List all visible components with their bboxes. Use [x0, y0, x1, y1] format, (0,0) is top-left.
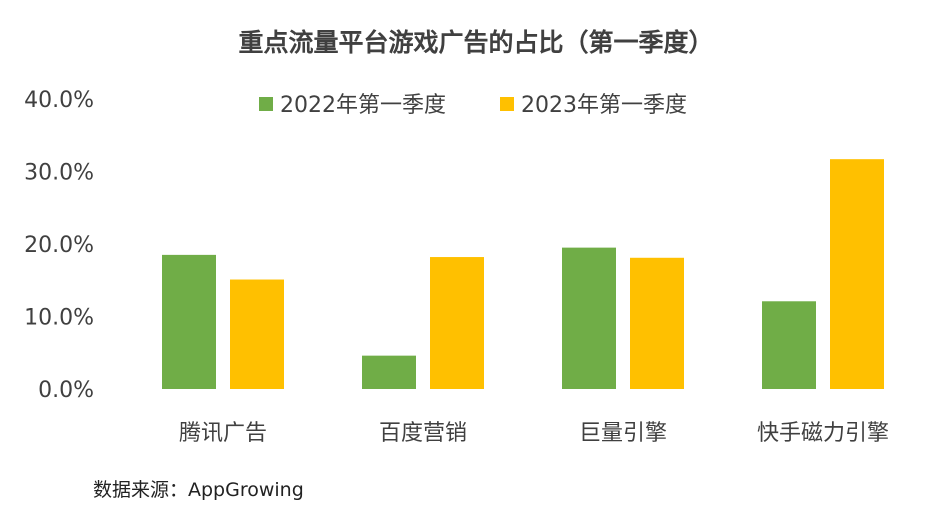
y-tick-label: 30.0%: [24, 161, 94, 186]
source-note: 数据来源：AppGrowing: [93, 479, 304, 501]
category-label: 巨量引擎: [579, 421, 667, 446]
bar-2022: [162, 254, 216, 389]
legend: 2022年第一季度 2023年第一季度: [259, 93, 687, 118]
y-tick-label: 20.0%: [24, 233, 94, 258]
bar-2023: [630, 257, 684, 389]
legend-label: 2023年第一季度: [521, 93, 687, 118]
y-tick-label: 40.0%: [24, 88, 94, 113]
y-tick-label: 0.0%: [38, 378, 94, 403]
category-label: 百度营销: [379, 421, 467, 446]
category-label: 快手磁力引擎: [757, 421, 889, 446]
legend-swatch: [500, 97, 514, 111]
bar-2023: [830, 159, 884, 389]
bar-2022: [562, 247, 616, 389]
bar-2022: [762, 301, 816, 389]
bar-2022: [362, 355, 416, 389]
x-axis: 腾讯广告 百度营销 巨量引擎 快手磁力引擎: [179, 421, 889, 446]
category-label: 腾讯广告: [179, 421, 267, 446]
chart-title: 重点流量平台游戏广告的占比（第一季度）: [238, 28, 713, 57]
y-tick-label: 10.0%: [24, 306, 94, 331]
legend-label: 2022年第一季度: [280, 93, 446, 118]
bars: [162, 159, 884, 389]
y-axis: 0.0% 10.0% 20.0% 30.0% 40.0%: [24, 88, 94, 403]
legend-swatch: [259, 97, 273, 111]
bar-2023: [430, 257, 484, 389]
bar-2023: [230, 279, 284, 389]
